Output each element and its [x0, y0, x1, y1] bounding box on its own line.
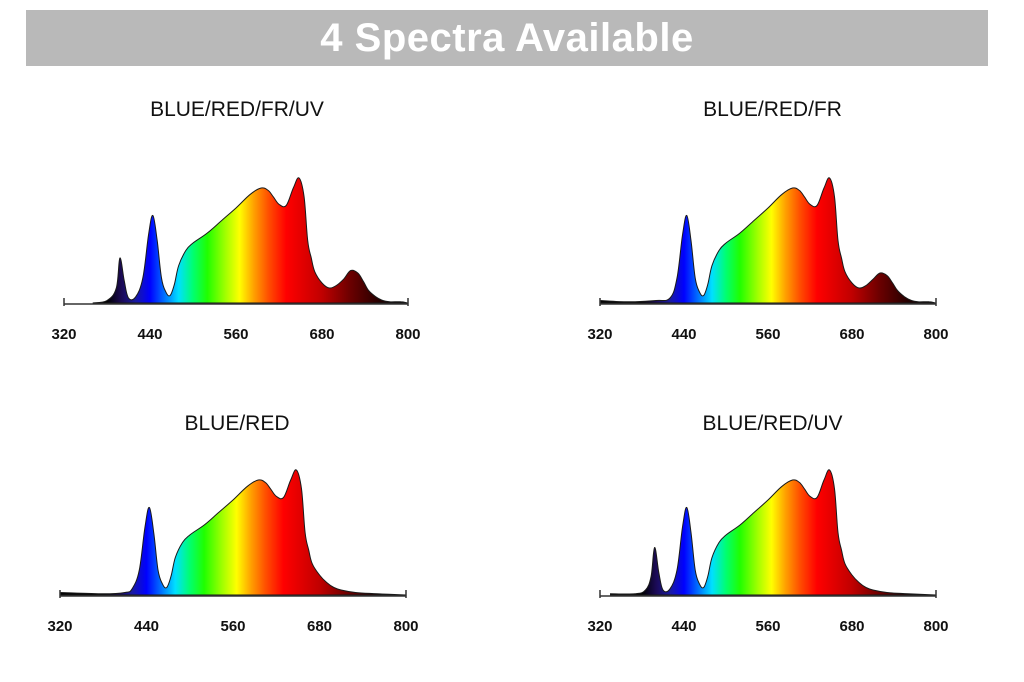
x-tick-label: 320 — [587, 326, 612, 343]
x-tick-label: 680 — [309, 326, 334, 343]
spectrum-area — [610, 469, 937, 596]
x-tick-label: 560 — [220, 618, 245, 635]
spectrum-area — [599, 177, 937, 304]
x-tick-label: 800 — [923, 326, 948, 343]
x-tick-label: 680 — [839, 618, 864, 635]
x-tick-label: 440 — [671, 618, 696, 635]
spectrum-panel-blue-red-fr-uv: BLUE/RED/FR/UV 320 440 560 680 800 — [42, 98, 482, 368]
spectrum-panel-blue-red: BLUE/RED 320 440 560 680 800 — [42, 412, 482, 682]
spectrum-chart: 320 440 560 680 800 — [587, 177, 949, 343]
x-tick-label: 440 — [671, 326, 696, 343]
x-tick-label: 560 — [755, 618, 780, 635]
chart-title: BLUE/RED/UV — [702, 412, 843, 435]
spectrum-area — [92, 177, 409, 304]
spectrum-panel-blue-red-fr: BLUE/RED/FR 320 440 560 680 800 — [570, 98, 1010, 368]
chart-title: BLUE/RED — [184, 412, 290, 435]
x-tick-label: 440 — [134, 618, 159, 635]
banner-title: 4 Spectra Available — [320, 15, 694, 60]
x-tick-label: 560 — [755, 326, 780, 343]
x-tick-label: 320 — [587, 618, 612, 635]
spectrum-chart: 320 440 560 680 800 — [51, 177, 421, 343]
spectrum-panel-blue-red-uv: BLUE/RED/UV 320 440 560 680 800 — [570, 412, 1010, 682]
spectrum-chart: 320 440 560 680 800 — [47, 469, 419, 635]
x-tick-label: 320 — [47, 618, 72, 635]
spectrum-area — [59, 469, 407, 596]
chart-title: BLUE/RED/FR — [703, 98, 842, 121]
x-tick-label: 680 — [839, 326, 864, 343]
x-tick-label: 320 — [51, 326, 76, 343]
spectrum-chart: 320 440 560 680 800 — [587, 469, 949, 635]
chart-title: BLUE/RED/FR/UV — [150, 98, 324, 121]
banner: 4 Spectra Available — [26, 10, 988, 66]
x-tick-label: 560 — [223, 326, 248, 343]
x-tick-label: 440 — [137, 326, 162, 343]
x-tick-label: 800 — [395, 326, 420, 343]
x-tick-label: 800 — [393, 618, 418, 635]
x-tick-label: 800 — [923, 618, 948, 635]
x-tick-label: 680 — [307, 618, 332, 635]
